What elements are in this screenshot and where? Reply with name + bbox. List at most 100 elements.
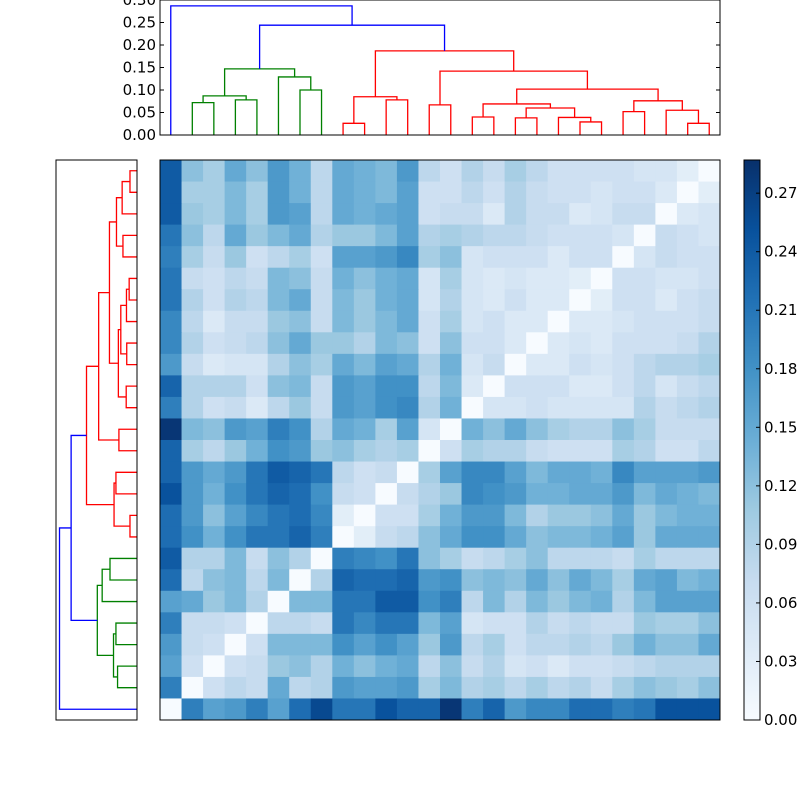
dendrogram-link — [622, 110, 646, 135]
dendrogram-link — [125, 288, 137, 323]
heatmap-cell — [181, 676, 204, 699]
heatmap-cell — [655, 160, 678, 183]
heatmap-cell — [633, 612, 656, 635]
heatmap-cell — [353, 160, 376, 183]
heatmap-cell — [375, 590, 398, 613]
heatmap-cell — [483, 633, 506, 656]
heatmap-cell — [655, 547, 678, 570]
heatmap-cell — [224, 569, 247, 592]
heatmap-cell — [353, 418, 376, 441]
heatmap-cell — [267, 569, 290, 592]
heatmap-cell — [698, 633, 721, 656]
heatmap-cell — [267, 440, 290, 463]
heatmap-cell — [612, 181, 635, 204]
y-tick-label: 0.05 — [123, 104, 156, 122]
heatmap-cell — [310, 483, 333, 506]
heatmap-cell — [246, 547, 269, 570]
heatmap-cell — [633, 526, 656, 549]
heatmap-cell — [461, 181, 484, 204]
heatmap-cell — [569, 676, 592, 699]
heatmap-cell — [246, 526, 269, 549]
heatmap-cell — [332, 698, 355, 721]
heatmap-cell — [332, 655, 355, 678]
heatmap-cell — [267, 310, 290, 333]
heatmap-cell — [224, 483, 247, 506]
heatmap-cell — [181, 224, 204, 247]
heatmap-cell — [633, 375, 656, 398]
heatmap-cell — [590, 440, 613, 463]
heatmap-cell — [440, 160, 463, 183]
heatmap-cell — [418, 590, 441, 613]
heatmap-cell — [612, 396, 635, 419]
heatmap-cell — [310, 526, 333, 549]
heatmap-cell — [203, 483, 226, 506]
heatmap-cell — [310, 267, 333, 290]
heatmap-cell — [246, 418, 269, 441]
heatmap-cell — [526, 160, 549, 183]
heatmap-cell — [332, 612, 355, 635]
heatmap-cell — [655, 267, 678, 290]
heatmap-cell — [332, 461, 355, 484]
heatmap-cell — [526, 375, 549, 398]
heatmap-cell — [224, 310, 247, 333]
heatmap-cell — [396, 612, 419, 635]
heatmap-cell — [203, 289, 226, 312]
dendrogram-link — [353, 96, 398, 124]
heatmap-cell — [181, 353, 204, 376]
heatmap-cell — [461, 547, 484, 570]
heatmap-cell — [698, 612, 721, 635]
heatmap-cell — [483, 181, 506, 204]
dendrogram-link — [117, 328, 127, 398]
heatmap-cell — [396, 181, 419, 204]
heatmap-cell — [590, 224, 613, 247]
heatmap-cell — [440, 655, 463, 678]
colorbar-tick-label: 0.03 — [764, 652, 797, 670]
heatmap-cell — [547, 612, 570, 635]
heatmap-cell — [332, 246, 355, 269]
heatmap-cell — [267, 396, 290, 419]
heatmap-cell — [310, 396, 333, 419]
heatmap-cell — [375, 160, 398, 183]
heatmap-cell — [526, 612, 549, 635]
heatmap-cell — [418, 181, 441, 204]
dendrogram-link — [557, 116, 592, 135]
heatmap-cell — [332, 547, 355, 570]
heatmap-cell — [353, 504, 376, 527]
heatmap-cell — [375, 504, 398, 527]
heatmap-cell — [375, 461, 398, 484]
heatmap-cell — [418, 633, 441, 656]
heatmap-cell — [289, 440, 312, 463]
heatmap-cell — [375, 655, 398, 678]
heatmap-cell — [590, 353, 613, 376]
heatmap-cell — [483, 267, 506, 290]
heatmap-cell — [483, 676, 506, 699]
heatmap-cell — [461, 332, 484, 355]
heatmap-cell — [181, 483, 204, 506]
heatmap-cell — [224, 633, 247, 656]
heatmap-cell — [698, 353, 721, 376]
heatmap-cell — [676, 353, 699, 376]
heatmap-cell — [612, 483, 635, 506]
heatmap-cell — [655, 483, 678, 506]
heatmap-cell — [181, 526, 204, 549]
heatmap-cell — [526, 289, 549, 312]
heatmap-cell — [310, 612, 333, 635]
heatmap-cell — [483, 224, 506, 247]
y-tick-label: 0.20 — [123, 36, 156, 54]
heatmap-cell — [698, 332, 721, 355]
heatmap-cell — [289, 396, 312, 419]
heatmap-cell — [332, 332, 355, 355]
heatmap-cell — [504, 203, 527, 226]
heatmap-cell — [698, 676, 721, 699]
heatmap-cell — [633, 353, 656, 376]
heatmap-cell — [676, 418, 699, 441]
heatmap-cell — [267, 461, 290, 484]
heatmap-cell — [590, 396, 613, 419]
heatmap-cell — [224, 418, 247, 441]
heatmap-cell — [612, 418, 635, 441]
heatmap-cell — [483, 590, 506, 613]
heatmap-cell — [569, 418, 592, 441]
heatmap-cell — [160, 633, 183, 656]
heatmap-cell — [396, 483, 419, 506]
heatmap-cell — [590, 483, 613, 506]
